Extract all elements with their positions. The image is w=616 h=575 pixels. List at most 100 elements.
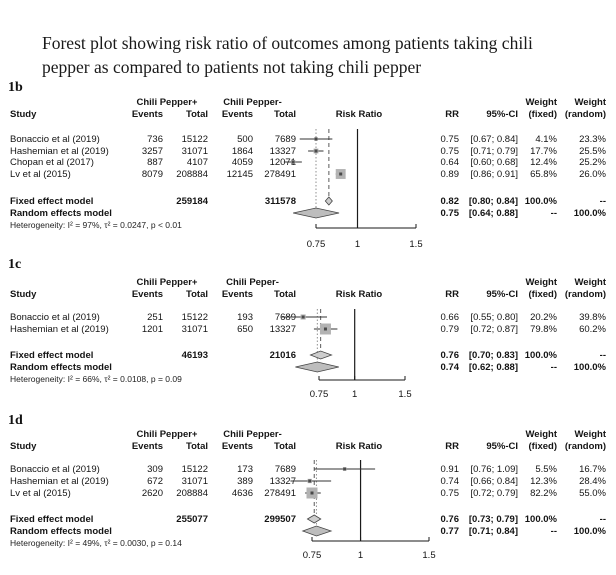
total-column-header: Total	[186, 289, 208, 300]
treatment-total: 31071	[181, 146, 208, 157]
random-effect-label: Random effects model	[10, 526, 112, 537]
study-column-header: Study	[10, 109, 37, 120]
weight-fixed-subheader: (fixed)	[528, 441, 558, 452]
ci-value: [0.86; 0.91]	[470, 169, 518, 180]
rr-value: 0.91	[440, 464, 460, 475]
weight-fixed-header: Weight	[525, 277, 558, 288]
study-name: Hashemian et al (2019)	[10, 146, 109, 157]
total-column-header: Total	[274, 289, 296, 300]
weight-fixed-subheader: (fixed)	[528, 109, 558, 120]
total-column-header: Total	[186, 441, 208, 452]
rr-value: 0.74	[440, 362, 460, 373]
events-column-header: Events	[131, 109, 163, 120]
weight-fixed-header: Weight	[525, 429, 558, 440]
weight-fixed-value: --	[550, 362, 557, 373]
study-column-header: Study	[10, 441, 37, 452]
ci-value: [0.71; 0.84]	[468, 526, 518, 537]
study-row: Bonaccio et al (2019) 251 15122 193 7689…	[0, 312, 616, 324]
study-row: Hashemian et al (2019) 1201 31071 650 13…	[0, 324, 616, 336]
heterogeneity-text: Heterogeneity: I² = 66%, τ² = 0.0108, p …	[10, 374, 182, 384]
control-total: 311578	[264, 196, 296, 207]
treatment-group-header: Chili Pepper+	[136, 97, 198, 108]
random-effect-label: Random effects model	[10, 362, 112, 373]
weight-fixed-value: 12.4%	[530, 157, 557, 168]
heterogeneity-text: Heterogeneity: I² = 97%, τ² = 0.0247, p …	[10, 220, 182, 230]
total-column-header: Total	[274, 109, 296, 120]
study-row: Lv et al (2015) 8079 208884 12145 278491…	[0, 169, 616, 181]
fixed-effect-row: Fixed effect model 255077 299507 0.76 [0…	[0, 514, 616, 526]
fixed-effect-label: Fixed effect model	[10, 514, 94, 525]
weight-fixed-value: 79.8%	[530, 324, 557, 335]
control-group-header: Chili Pepper-	[223, 429, 282, 440]
treatment-total: 208884	[176, 169, 208, 180]
study-row: Hashemian et al (2019) 672 31071 389 133…	[0, 476, 616, 488]
events-column-header: Events	[221, 441, 253, 452]
rr-value: 0.76	[440, 514, 460, 525]
ci-value: [0.76; 1.09]	[470, 464, 518, 475]
ci-column-header: 95%-CI	[486, 109, 518, 120]
svg-text:0.75: 0.75	[307, 239, 326, 250]
ci-value: [0.72; 0.79]	[470, 488, 518, 499]
treatment-total: 208884	[176, 488, 208, 499]
control-total: 7689	[274, 312, 296, 323]
control-events: 389	[237, 476, 253, 487]
events-column-header: Events	[131, 289, 163, 300]
ci-value: [0.60; 0.68]	[470, 157, 518, 168]
weight-fixed-value: 82.2%	[530, 488, 557, 499]
study-row: Chopan et al (2017) 887 4107 4059 12071 …	[0, 157, 616, 169]
control-total: 299507	[264, 514, 296, 525]
treatment-events: 736	[147, 134, 163, 145]
svg-text:0.75: 0.75	[310, 389, 329, 400]
rr-column-header: RR	[445, 109, 459, 120]
rr-value: 0.74	[440, 476, 460, 487]
weight-fixed-value: 100.0%	[524, 196, 557, 207]
weight-random-value: --	[599, 350, 606, 361]
study-name: Hashemian et al (2019)	[10, 476, 109, 487]
weight-fixed-value: 65.8%	[530, 169, 557, 180]
weight-fixed-value: 17.7%	[530, 146, 557, 157]
study-row: Bonaccio et al (2019) 736 15122 500 7689…	[0, 134, 616, 146]
control-events: 193	[237, 312, 253, 323]
treatment-events: 1201	[141, 324, 163, 335]
weight-random-value: --	[599, 196, 606, 207]
fixed-effect-label: Fixed effect model	[10, 350, 94, 361]
study-name: Lv et al (2015)	[10, 169, 71, 180]
treatment-events: 251	[147, 312, 163, 323]
weight-random-value: --	[599, 514, 606, 525]
weight-random-value: 26.0%	[579, 169, 606, 180]
rr-value: 0.64	[440, 157, 460, 168]
treatment-total: 15122	[181, 134, 208, 145]
control-total: 7689	[274, 134, 296, 145]
rr-value: 0.75	[440, 208, 460, 219]
treatment-events: 309	[147, 464, 163, 475]
weight-fixed-header: Weight	[525, 97, 558, 108]
weight-random-value: 39.8%	[579, 312, 606, 323]
group-header-row: Chili Pepper+ Chili Peper- Weight Weight	[0, 277, 616, 289]
study-name: Chopan et al (2017)	[10, 157, 94, 168]
control-group-header: Chili Peper-	[226, 277, 279, 288]
weight-random-value: 100.0%	[573, 362, 606, 373]
ci-value: [0.66; 0.84]	[470, 476, 518, 487]
heterogeneity-row: Heterogeneity: I² = 97%, τ² = 0.0247, p …	[0, 220, 616, 232]
heterogeneity-row: Heterogeneity: I² = 66%, τ² = 0.0108, p …	[0, 374, 616, 386]
ci-value: [0.62; 0.88]	[468, 362, 518, 373]
column-header-row: Study Events Total Events Total Risk Rat…	[0, 289, 616, 301]
study-name: Bonaccio et al (2019)	[10, 464, 100, 475]
weight-fixed-value: --	[550, 208, 557, 219]
rr-value: 0.76	[440, 350, 460, 361]
random-effect-label: Random effects model	[10, 208, 112, 219]
svg-text:1.5: 1.5	[409, 239, 422, 250]
fixed-effect-row: Fixed effect model 259184 311578 0.82 [0…	[0, 196, 616, 208]
ci-value: [0.71; 0.79]	[470, 146, 518, 157]
treatment-group-header: Chili Pepper+	[136, 277, 198, 288]
group-header-row: Chili Pepper+ Chili Pepper- Weight Weigh…	[0, 97, 616, 109]
random-effect-row: Random effects model 0.74 [0.62; 0.88] -…	[0, 362, 616, 374]
svg-text:1: 1	[352, 389, 357, 400]
weight-fixed-value: 12.3%	[530, 476, 557, 487]
weight-random-header: Weight	[574, 277, 607, 288]
heterogeneity-row: Heterogeneity: I² = 49%, τ² = 0.0030, p …	[0, 538, 616, 550]
rr-value: 0.77	[440, 526, 460, 537]
rr-value: 0.79	[440, 324, 460, 335]
ci-column-header: 95%-CI	[486, 289, 518, 300]
